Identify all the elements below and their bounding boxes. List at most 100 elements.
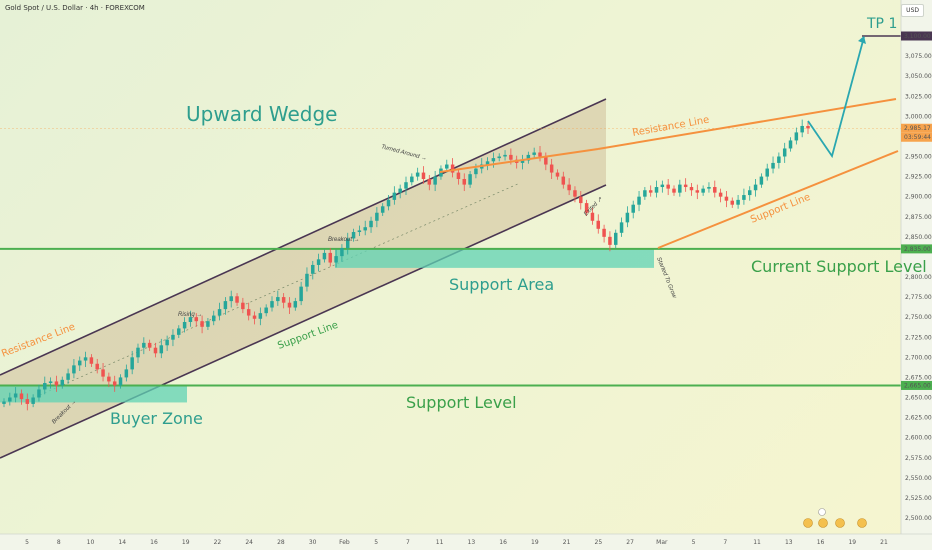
candle-body xyxy=(643,190,647,197)
candle-body xyxy=(235,296,239,303)
candle-body xyxy=(503,154,507,157)
date-tick-label: 27 xyxy=(626,539,634,546)
candle-body xyxy=(369,220,373,228)
candle-body xyxy=(13,393,18,398)
tp-level-badge-bg xyxy=(901,31,932,41)
candle-body xyxy=(124,369,129,378)
candle-body xyxy=(765,168,769,177)
date-tick-label: 21 xyxy=(563,539,571,546)
candle-body xyxy=(252,315,257,319)
candle-body xyxy=(281,297,286,303)
candle-body xyxy=(549,164,554,173)
candle-body xyxy=(433,176,437,185)
candle-body xyxy=(8,397,12,402)
date-tick-label: 13 xyxy=(785,539,793,546)
candle-body xyxy=(445,164,449,169)
date-tick-label: 5 xyxy=(374,539,378,546)
date-tick-label: 19 xyxy=(182,539,190,546)
candle-body xyxy=(264,307,268,314)
candle-body xyxy=(782,148,787,157)
candle-body xyxy=(130,357,134,370)
candle-body xyxy=(730,200,735,205)
price-tick-label: 3,075.00 xyxy=(905,53,932,60)
date-tick-label: 19 xyxy=(848,539,856,546)
support-level-badge: 2,665.00 xyxy=(904,382,931,389)
price-tick-label: 2,800.00 xyxy=(905,274,932,281)
candle-body xyxy=(107,376,111,382)
candle-body xyxy=(608,236,612,245)
candle-body xyxy=(398,188,402,193)
tp-level-badge: 3,100.00 xyxy=(904,33,931,40)
candle-body xyxy=(223,301,228,310)
price-axis-bg xyxy=(901,0,932,534)
countdown-badge: 03:59:44 xyxy=(904,134,931,141)
price-tick-label: 3,025.00 xyxy=(905,93,932,100)
candle-body xyxy=(625,212,630,223)
candle-body xyxy=(491,158,496,162)
date-tick-label: 5 xyxy=(25,539,29,546)
candle-body xyxy=(561,176,566,185)
candle-body xyxy=(83,357,88,361)
candle-body xyxy=(666,184,670,189)
candle-body xyxy=(305,273,309,287)
price-tick-label: 2,675.00 xyxy=(905,374,932,381)
candle-body xyxy=(118,377,123,386)
candle-body xyxy=(153,347,158,354)
buyer-zone xyxy=(0,385,187,403)
current-support-badge-bg xyxy=(901,244,932,254)
economic-event-icon xyxy=(857,518,867,528)
date-tick-label: 28 xyxy=(277,539,285,546)
candle-body xyxy=(462,178,467,185)
candle-body xyxy=(217,309,222,316)
price-tick-label: 2,500.00 xyxy=(905,515,932,522)
candle-body xyxy=(375,212,379,221)
candle-body xyxy=(380,206,385,213)
candle-body xyxy=(753,184,758,191)
candle-body xyxy=(351,232,356,239)
currency-badge[interactable]: USD xyxy=(901,4,924,17)
candle-body xyxy=(241,302,245,310)
candle-body xyxy=(340,248,344,257)
candle-body xyxy=(293,301,298,308)
date-tick-label: 22 xyxy=(214,539,222,546)
candle-body xyxy=(357,230,362,233)
current-price-badge: 2,985.17 xyxy=(904,125,931,132)
candle-body xyxy=(43,383,47,390)
price-tick-label: 2,650.00 xyxy=(905,395,932,402)
price-tick-label: 2,775.00 xyxy=(905,294,932,301)
breakout-upper-label: Breakout → xyxy=(328,237,360,243)
support-level-badge-bg xyxy=(901,380,932,390)
price-tick-label: 2,875.00 xyxy=(905,214,932,221)
countdown-badge-bg xyxy=(901,132,932,142)
support-area-label: Support Area xyxy=(449,275,554,294)
price-tick-label: 2,625.00 xyxy=(905,415,932,422)
date-tick-label: Mar xyxy=(656,539,668,546)
candle-body xyxy=(707,187,711,189)
candle-body xyxy=(258,313,263,319)
wedge-upper-line xyxy=(0,98,607,376)
candle-body xyxy=(299,286,303,302)
price-tick-label: 2,850.00 xyxy=(905,234,932,241)
turned-around-label: Turned Around → xyxy=(380,144,427,162)
flash-event-icon xyxy=(818,508,826,516)
symbol-title: Gold Spot / U.S. Dollar · 4h · FOREXCOM xyxy=(5,4,145,12)
candle-body xyxy=(54,381,59,386)
candle-body xyxy=(660,184,665,188)
candle-body xyxy=(695,190,700,193)
candle-body xyxy=(450,164,455,173)
candle-body xyxy=(573,190,577,197)
date-tick-label: 5 xyxy=(692,539,696,546)
tp1-label: TP 1 xyxy=(866,16,897,32)
candle-body xyxy=(584,203,589,213)
candle-body xyxy=(555,172,560,177)
projection-path xyxy=(807,36,865,159)
candle-body xyxy=(72,365,76,374)
candle-body xyxy=(246,309,251,316)
candle-body xyxy=(689,187,694,191)
support-line-right-label: Support Line xyxy=(749,192,812,226)
current-price-badge-bg xyxy=(901,123,932,133)
date-tick-label: Feb xyxy=(339,539,350,546)
date-tick-label: 24 xyxy=(245,539,253,546)
candle-body xyxy=(777,156,781,163)
